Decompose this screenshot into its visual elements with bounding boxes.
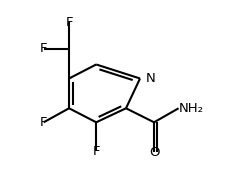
Text: F: F [93, 145, 100, 158]
Text: NH₂: NH₂ [178, 102, 203, 115]
Text: O: O [149, 146, 159, 159]
Text: F: F [40, 116, 47, 129]
Text: F: F [40, 42, 47, 55]
Text: N: N [145, 72, 155, 85]
Text: F: F [65, 16, 73, 29]
